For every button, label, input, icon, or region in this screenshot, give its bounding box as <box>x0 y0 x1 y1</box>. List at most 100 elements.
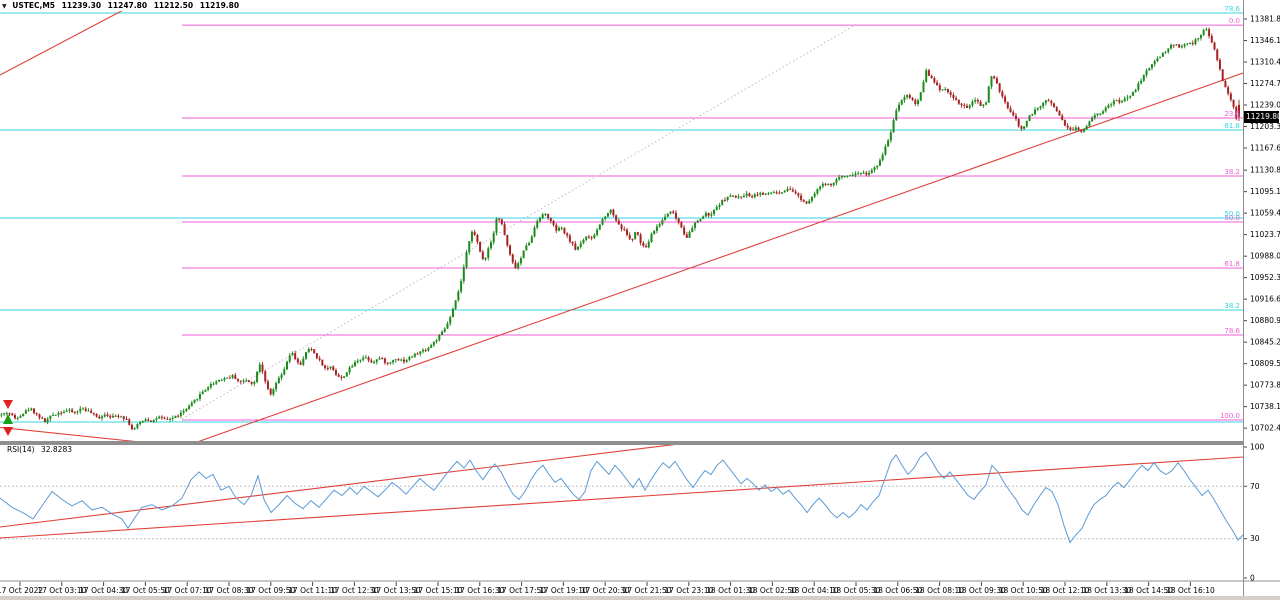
candle-down <box>936 82 939 86</box>
candle-down <box>979 101 982 107</box>
candle-up <box>987 86 990 103</box>
candle-up <box>470 231 473 242</box>
candle-up <box>422 349 424 352</box>
candle-up <box>1091 118 1094 122</box>
candle-up <box>1110 104 1113 106</box>
candle-down <box>960 103 963 106</box>
time-axis[interactable] <box>0 581 1280 596</box>
candle-up <box>851 175 854 177</box>
candle-up <box>329 366 332 369</box>
candle-down <box>645 246 648 248</box>
candle-down <box>481 251 484 260</box>
candle-up <box>30 408 33 410</box>
trendline-rsi-lower-ascending[interactable] <box>0 456 1243 539</box>
candle-up <box>495 218 498 233</box>
candle-up <box>854 173 857 176</box>
candle-down <box>402 359 405 362</box>
candle-up <box>878 160 881 166</box>
candle-down <box>933 78 936 83</box>
candle-up <box>144 419 147 422</box>
candle-up <box>898 104 900 111</box>
time-axis-label: 17 Oct 13:50 <box>372 586 421 595</box>
candle-down <box>128 419 131 425</box>
symbol-label: USTEC,M5 <box>12 1 56 10</box>
price-axis-label: 10952.35 <box>1250 273 1280 282</box>
candle-up <box>288 355 291 362</box>
candle-down <box>1058 111 1061 116</box>
time-axis-label: 17 Oct 03:10 <box>37 586 86 595</box>
candle-up <box>530 236 533 243</box>
candle-up <box>843 175 846 177</box>
candle-up <box>411 356 414 358</box>
candle-down <box>1004 96 1007 103</box>
pane-separator[interactable] <box>0 441 1280 445</box>
trendline-lower-left-descending[interactable] <box>0 426 140 442</box>
candle-down <box>299 362 302 365</box>
candle-up <box>838 177 841 180</box>
candle-up <box>218 380 220 382</box>
trendline-upper-left-steep[interactable] <box>0 0 148 76</box>
candle-up <box>585 236 588 240</box>
candle-down <box>315 353 318 359</box>
time-axis-label: 17 Oct 04:30 <box>79 586 128 595</box>
candle-down <box>938 85 941 91</box>
candle-down <box>574 243 577 250</box>
candle-down <box>503 224 506 235</box>
candle-up <box>1170 44 1172 49</box>
candle-up <box>1189 43 1192 45</box>
candle-up <box>1104 107 1107 112</box>
candle-down <box>247 380 250 383</box>
candle-down <box>1227 87 1230 94</box>
candle-up <box>196 398 199 400</box>
candle-up <box>582 239 585 244</box>
candle-up <box>446 323 449 329</box>
candle-up <box>1099 113 1102 115</box>
candle-up <box>1150 64 1153 69</box>
candle-up <box>647 241 650 248</box>
candle-down <box>383 358 386 363</box>
candle-up <box>141 421 144 423</box>
ohlc-close: 11219.80 <box>199 1 240 10</box>
candle-up <box>223 378 226 381</box>
time-axis-label: 17 Oct 09:50 <box>246 586 295 595</box>
sell-arrow-icon <box>3 400 13 409</box>
candle-up <box>443 328 446 332</box>
candle-up <box>713 209 716 215</box>
candle-up <box>1036 108 1039 110</box>
candle-up <box>101 416 104 419</box>
candle-down <box>865 172 868 175</box>
sell-arrow-icon <box>3 427 13 436</box>
candle-down <box>1050 101 1053 104</box>
time-axis-label: 18 Oct 16:10 <box>1166 586 1215 595</box>
symbol-dropdown-icon[interactable]: ▼ <box>2 3 7 10</box>
candle-down <box>147 419 150 421</box>
candle-up <box>903 97 906 101</box>
candle-down <box>707 212 710 216</box>
candle-down <box>321 359 324 366</box>
candle-up <box>971 101 974 106</box>
candle-up <box>1167 48 1170 52</box>
candle-up <box>201 391 204 395</box>
candle-down <box>334 370 337 375</box>
candle-up <box>152 419 155 422</box>
candle-up <box>832 182 835 186</box>
candle-down <box>370 360 373 363</box>
candle-up <box>1121 101 1124 103</box>
time-axis-label: 17 Oct 07:10 <box>163 586 212 595</box>
candle-down <box>166 418 169 420</box>
candle-up <box>715 207 718 210</box>
trendline-rsi-upper-ascending[interactable] <box>0 442 695 528</box>
ohlc-open: 11239.30 <box>61 1 102 10</box>
candle-up <box>944 89 947 91</box>
candle-down <box>1012 112 1015 116</box>
candle-down <box>397 359 400 361</box>
candle-up <box>158 416 161 419</box>
candle-up <box>465 252 468 267</box>
candle-up <box>291 353 294 356</box>
candle-down <box>1172 44 1175 46</box>
time-axis-label: 18 Oct 02:50 <box>748 586 797 595</box>
trendline-primary-ascending[interactable] <box>183 72 1243 447</box>
price-axis[interactable] <box>1243 0 1280 596</box>
time-axis-label: 18 Oct 13:30 <box>1082 586 1131 595</box>
